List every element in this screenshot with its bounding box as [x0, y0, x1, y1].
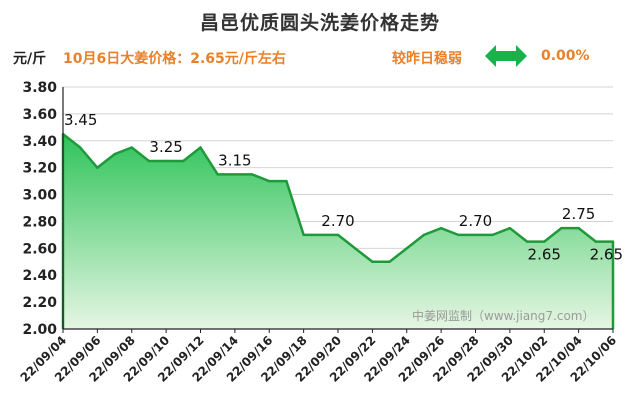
y-axis-unit: 元/斤: [13, 51, 47, 67]
watermark: 中姜网监制（www.jiang7.com）: [412, 308, 594, 323]
area-fill: [63, 134, 613, 329]
data-point: [147, 159, 151, 163]
data-label: 2.65: [528, 246, 561, 264]
data-point: [543, 240, 546, 243]
data-point: [78, 146, 82, 149]
data-point: [405, 247, 408, 250]
chart-title: 昌邑优质圆头洗姜价格走势: [199, 12, 440, 34]
data-point: [250, 173, 254, 176]
data-point: [491, 233, 494, 237]
data-point: [525, 240, 529, 243]
data-point: [353, 247, 357, 250]
data-point: [371, 260, 374, 263]
price-note: 10月6日大姜价格：2.65元/斤左右: [63, 51, 286, 67]
y-tick-label: 3.00: [22, 188, 57, 204]
data-point: [611, 240, 615, 243]
data-point: [268, 179, 271, 183]
data-label: 2.65: [590, 246, 623, 264]
data-label: 2.70: [459, 212, 492, 230]
y-tick-label: 3.60: [22, 107, 57, 123]
data-label: 3.15: [218, 151, 251, 169]
data-labels: 3.45 3.25 3.15 2.70 2.70 2.65 2.75 2.65: [64, 111, 623, 264]
y-tick-label: 3.40: [22, 134, 57, 150]
axes: [62, 87, 614, 333]
data-point: [302, 233, 305, 237]
data-point: [336, 233, 340, 237]
y-tick-label: 2.00: [22, 322, 57, 338]
data-label: 2.70: [321, 212, 354, 230]
data-point: [113, 153, 116, 156]
y-tick-label: 2.80: [22, 214, 57, 230]
data-point: [457, 233, 460, 237]
data-point: [130, 146, 133, 149]
y-tick-label: 2.40: [22, 268, 57, 284]
data-label: 2.75: [562, 205, 595, 223]
data-point: [199, 146, 202, 149]
data-point: [422, 233, 426, 237]
y-tick-label: 3.20: [22, 161, 57, 177]
data-label: 3.25: [149, 138, 182, 156]
change-value: 0.00%: [541, 48, 590, 64]
y-tick-label: 3.80: [22, 80, 57, 96]
data-point: [388, 260, 391, 263]
x-tick-labels: 22/09/0422/09/0622/09/0822/09/1022/09/12…: [18, 333, 620, 385]
data-point: [285, 179, 288, 183]
data-point: [233, 173, 237, 176]
compare-text: 较昨日稳弱: [392, 51, 462, 67]
y-tick-label: 2.60: [22, 241, 57, 257]
data-point: [577, 226, 580, 230]
data-point: [560, 226, 563, 230]
y-tick-label: 2.20: [22, 295, 57, 311]
data-label: 3.45: [64, 111, 97, 129]
area-series: [61, 132, 615, 329]
data-point: [508, 226, 512, 230]
y-tick-labels: 2.00 2.20 2.40 2.60 2.80 3.00 3.20 3.40 3.60 3.80: [22, 80, 57, 338]
data-point: [164, 159, 168, 163]
data-point: [319, 233, 323, 237]
data-point: [439, 226, 443, 230]
data-point: [182, 159, 185, 163]
data-point: [96, 166, 99, 169]
double-arrow-icon: [485, 45, 527, 67]
data-point: [594, 240, 598, 243]
data-point: [216, 173, 219, 176]
data-point: [474, 233, 477, 237]
